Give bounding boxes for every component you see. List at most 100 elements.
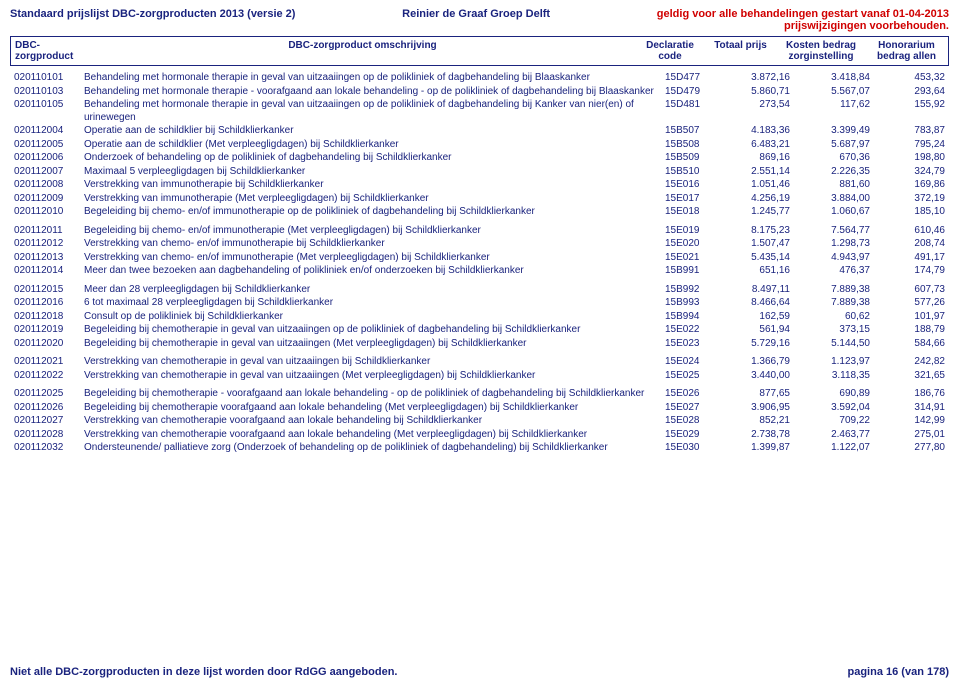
cell-decl: 15E023 [665, 338, 725, 351]
cell-hon: 185,10 [870, 206, 945, 219]
cell-desc: Verstrekking van chemo- en/of immunother… [84, 238, 665, 251]
table-row: 020112025Begeleiding bij chemotherapie -… [10, 388, 949, 401]
cell-prijs: 2.738,78 [725, 429, 790, 442]
table-row: 020112012Verstrekking van chemo- en/of i… [10, 238, 949, 251]
cell-code: 020112010 [14, 206, 84, 219]
cell-hon: 293,64 [870, 86, 945, 99]
table-row: 020112022Verstrekking van chemotherapie … [10, 370, 949, 383]
table-row: 020112019Begeleiding bij chemotherapie i… [10, 324, 949, 337]
cell-hon: 607,73 [870, 284, 945, 297]
cell-code: 020112021 [14, 356, 84, 369]
cell-decl: 15B510 [665, 166, 725, 179]
cell-hon: 372,19 [870, 193, 945, 206]
cell-kosten: 5.567,07 [790, 86, 870, 99]
page-header: Standaard prijslijst DBC-zorgproducten 2… [10, 8, 949, 32]
table-row: 020112026Begeleiding bij chemotherapie v… [10, 402, 949, 415]
table-row: 020112018Consult op de polikliniek bij S… [10, 311, 949, 324]
cell-prijs: 8.466,64 [725, 297, 790, 310]
cell-code: 020112013 [14, 252, 84, 265]
cell-hon: 584,66 [870, 338, 945, 351]
table-row: 020112006Onderzoek of behandeling op de … [10, 152, 949, 165]
cell-hon: 101,97 [870, 311, 945, 324]
header-right-line2: prijswijzigingen voorbehouden. [657, 20, 949, 32]
cell-desc: Behandeling met hormonale therapie in ge… [84, 99, 665, 124]
cell-prijs: 162,59 [725, 311, 790, 324]
cell-desc: Meer dan twee bezoeken aan dagbehandelin… [84, 265, 665, 278]
cell-prijs: 877,65 [725, 388, 790, 401]
table-body: 020110101Behandeling met hormonale thera… [10, 72, 949, 455]
cell-decl: 15E027 [665, 402, 725, 415]
cell-decl: 15B992 [665, 284, 725, 297]
table-row: 020112013Verstrekking van chemo- en/of i… [10, 252, 949, 265]
cell-code: 020112018 [14, 311, 84, 324]
cell-desc: Consult op de polikliniek bij Schildklie… [84, 311, 665, 324]
col-kosten: Kosten bedragzorginstelling [777, 37, 865, 65]
header-right-line1: geldig voor alle behandelingen gestart v… [657, 8, 949, 20]
cell-desc: Meer dan 28 verpleegligdagen bij Schildk… [84, 284, 665, 297]
cell-prijs: 852,21 [725, 415, 790, 428]
cell-decl: 15E024 [665, 356, 725, 369]
cell-prijs: 6.483,21 [725, 139, 790, 152]
cell-hon: 324,79 [870, 166, 945, 179]
cell-desc: Begeleiding bij chemotherapie - voorafga… [84, 388, 665, 401]
cell-decl: 15E030 [665, 442, 725, 455]
cell-kosten: 1.123,97 [790, 356, 870, 369]
cell-desc: Begeleiding bij chemo- en/of immunothera… [84, 225, 665, 238]
cell-kosten: 3.118,35 [790, 370, 870, 383]
cell-hon: 275,01 [870, 429, 945, 442]
cell-desc: Verstrekking van immunotherapie bij Schi… [84, 179, 665, 192]
cell-desc: 6 tot maximaal 28 verpleegligdagen bij S… [84, 297, 665, 310]
table-row: 020112014Meer dan twee bezoeken aan dagb… [10, 265, 949, 278]
cell-desc: Maximaal 5 verpleegligdagen bij Schildkl… [84, 166, 665, 179]
cell-kosten: 7.889,38 [790, 284, 870, 297]
cell-decl: 15D477 [665, 72, 725, 85]
cell-prijs: 4.256,19 [725, 193, 790, 206]
cell-hon: 795,24 [870, 139, 945, 152]
table-row: 020112020Begeleiding bij chemotherapie i… [10, 338, 949, 351]
cell-code: 020112011 [14, 225, 84, 238]
cell-hon: 453,32 [870, 72, 945, 85]
cell-code: 020112006 [14, 152, 84, 165]
cell-code: 020112020 [14, 338, 84, 351]
cell-kosten: 3.884,00 [790, 193, 870, 206]
cell-decl: 15E022 [665, 324, 725, 337]
cell-hon: 174,79 [870, 265, 945, 278]
cell-kosten: 7.564,77 [790, 225, 870, 238]
cell-kosten: 1.298,73 [790, 238, 870, 251]
table-row: 020112021Verstrekking van chemotherapie … [10, 356, 949, 369]
cell-desc: Onderzoek of behandeling op de poliklini… [84, 152, 665, 165]
cell-prijs: 1.051,46 [725, 179, 790, 192]
cell-code: 020112004 [14, 125, 84, 138]
cell-desc: Begeleiding bij chemotherapie voorafgaan… [84, 402, 665, 415]
cell-desc: Verstrekking van chemotherapie voorafgaa… [84, 429, 665, 442]
cell-code: 020112028 [14, 429, 84, 442]
cell-desc: Operatie aan de schildklier bij Schildkl… [84, 125, 665, 138]
cell-kosten: 5.144,50 [790, 338, 870, 351]
cell-prijs: 5.729,16 [725, 338, 790, 351]
cell-decl: 15D479 [665, 86, 725, 99]
col-hon: Honorariumbedrag allen [865, 37, 948, 65]
table-row: 020110105Behandeling met hormonale thera… [10, 99, 949, 124]
cell-decl: 15B507 [665, 125, 725, 138]
cell-kosten: 373,15 [790, 324, 870, 337]
cell-code: 020112025 [14, 388, 84, 401]
cell-kosten: 881,60 [790, 179, 870, 192]
cell-prijs: 3.906,95 [725, 402, 790, 415]
cell-desc: Begeleiding bij chemotherapie in geval v… [84, 324, 665, 337]
cell-code: 020112026 [14, 402, 84, 415]
cell-desc: Begeleiding bij chemotherapie in geval v… [84, 338, 665, 351]
cell-hon: 242,82 [870, 356, 945, 369]
table-row: 020112005Operatie aan de schildklier (Me… [10, 139, 949, 152]
table-row: 020110101Behandeling met hormonale thera… [10, 72, 949, 85]
cell-kosten: 7.889,38 [790, 297, 870, 310]
cell-prijs: 3.872,16 [725, 72, 790, 85]
cell-hon: 577,26 [870, 297, 945, 310]
cell-prijs: 869,16 [725, 152, 790, 165]
cell-prijs: 1.366,79 [725, 356, 790, 369]
cell-kosten: 476,37 [790, 265, 870, 278]
cell-hon: 491,17 [870, 252, 945, 265]
col-code: DBC-zorgproduct [11, 37, 89, 65]
header-mid: Reinier de Graaf Groep Delft [295, 8, 656, 32]
cell-code: 020112008 [14, 179, 84, 192]
cell-desc: Verstrekking van chemotherapie in geval … [84, 356, 665, 369]
